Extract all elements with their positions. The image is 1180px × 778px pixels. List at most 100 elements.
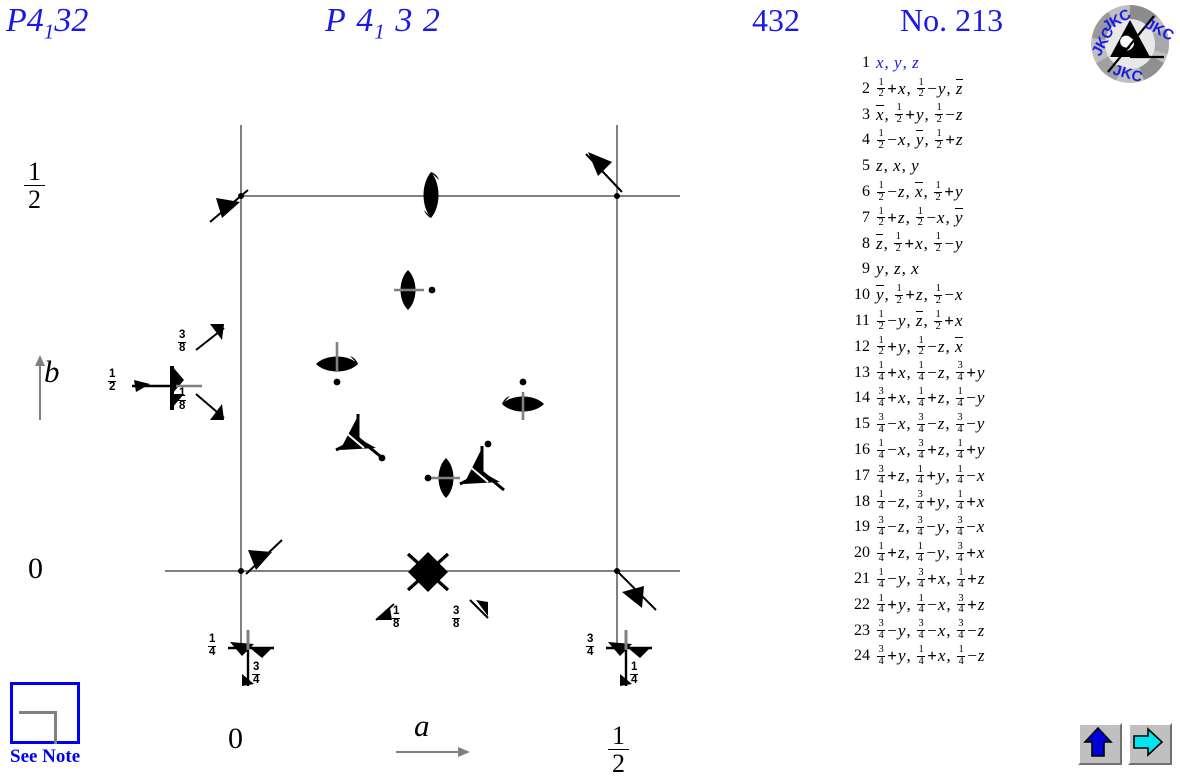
a-axis-arrow-icon [396,747,470,757]
see-note-link[interactable]: See Note [10,682,102,768]
diagonal-twofold-arrow-bl-icon [245,539,283,575]
coordinate-row: 22 1 4 +y, 1 4 −x, 3 4 +z [848,592,1093,618]
coordinate-row: 11 1 2 −y, z, 1 2 +x [848,308,1093,334]
coordinate-index: 2 [862,79,870,97]
coordinate-index: 22 [854,595,870,613]
coordinate-index: 3 [862,105,870,123]
coordinate-triplet: y, z, x [876,259,919,279]
coordinate-index: 21 [854,569,870,587]
bottom-origin-label: 0 [228,722,243,755]
coordinate-index: 11 [854,311,870,329]
coordinate-row: 8 z, 1 2 +x, 1 2 −y [848,231,1093,257]
coordinate-index: 18 [854,492,870,510]
coordinate-triplet: z, 1 2 +x, 1 2 −y [876,231,963,255]
coordinate-triplet: x, y, z [876,53,919,72]
cell-edge-top [240,195,680,197]
coordinate-row: 6 1 2 −z, x, 1 2 +y [848,179,1093,205]
coordinate-triplet: 3 4 +x, 1 4 +z, 1 4 −y [877,386,985,409]
coordinate-row: 19 3 4 −z, 3 4 −y, 3 4 −x [848,514,1093,540]
coordinate-triplet: 1 2 +z, 1 2 −x, y [877,205,963,229]
coordinate-row: 20 1 4 +z, 1 4 −y, 3 4 +x [848,540,1093,566]
coordinate-row: 23 3 4 −y, 3 4 −x, 3 4 −z [848,618,1093,644]
diagonal-twofold-arrow-br-icon [617,571,657,611]
twofold-halfarrow-left-icon [132,366,202,410]
coordinate-triplet: 1 4 −z, 3 4 +y, 1 4 +x [877,489,985,513]
coordinate-triplet: z, x, y [876,156,919,176]
hm-short-text: P4132 [6,2,89,44]
twofold-threefold-cluster-icon [424,440,505,498]
coordinate-row: 9 y, z, x [848,256,1093,282]
coordinate-index: 23 [854,621,870,639]
cell-edge-left [240,125,242,645]
coordinate-row: 12 1 2 +y, 1 2 −z, x [848,334,1093,360]
coordinate-index: 4 [862,131,870,149]
coordinate-triplet: 3 4 −z, 3 4 −y, 3 4 −x [877,515,985,538]
diagonal-arrow-bottom-right-icon [469,599,489,619]
coordinate-row: 4 1 2 −x, y, 1 2 +z [848,127,1093,153]
coordinate-triplet: 1 4 +y, 1 4 −x, 3 4 +z [877,592,985,616]
coordinate-row: 21 1 4 −y, 3 4 +x, 1 4 +z [848,566,1093,592]
nav-right-button[interactable] [1128,723,1172,765]
coordinate-triplet: y, 1 2 +z, 1 2 −x [876,283,963,306]
coordinate-row: 17 3 4 +z, 1 4 +y, 1 4 −x [848,463,1093,489]
twofold-lens-top-icon [423,172,439,218]
coordinate-index: 10 [854,286,870,304]
cell-corner-node-bl [238,568,244,574]
see-note-label: See Note [10,746,81,767]
coordinate-triplet: 1 2 +y, 1 2 −z, x [877,334,963,358]
coordinate-row: 1 x, y, z [848,50,1093,76]
nav-up-button[interactable] [1078,723,1122,765]
screw-axis-pair-bottom-right-icon [606,630,652,686]
coordinate-index: 14 [854,389,870,407]
diagonal-arrow-bottom-left-icon [375,603,395,621]
coordinate-triplet: 3 4 −x, 3 4 −z, 3 4 −y [877,412,985,435]
hermann-mauguin-short-symbol: P4132 [6,2,88,44]
coordinate-triplet: 1 2 +x, 1 2 −y, z [877,76,963,100]
coordinate-index: 19 [854,518,870,536]
up-arrow-icon [1083,726,1113,757]
a-axis-label: a [414,708,430,743]
fourfold-screw-axis-diamond-icon [406,552,450,592]
coordinate-triplet: 1 2 −y, z, 1 2 +x [877,308,963,332]
coordinate-triplet: 1 4 +z, 1 4 −y, 3 4 +x [877,541,985,564]
see-note-icon-hline [19,711,57,714]
see-note-icon-vline [54,711,57,744]
coordinate-row: 16 1 4 −x, 3 4 +z, 1 4 +y [848,437,1093,463]
coordinate-row: 2 1 2 +x, 1 2 −y, z [848,76,1093,102]
coordinate-index: 17 [854,466,870,484]
coordinate-row: 7 1 2 +z, 1 2 −x, y [848,205,1093,231]
coordinate-triplet: 3 4 +y, 1 4 +x, 1 4 −z [877,644,985,667]
coordinate-row: 13 1 4 +x, 1 4 −z, 3 4 +y [848,360,1093,386]
coordinate-index: 1 [862,54,870,71]
coordinate-index: 13 [854,363,870,381]
coordinate-row: 15 3 4 −x, 3 4 −z, 3 4 −y [848,411,1093,437]
coordinate-index: 5 [862,157,870,175]
cell-corner-node-tr [614,193,620,199]
coordinate-triplet: 1 4 −x, 3 4 +z, 1 4 +y [877,437,985,461]
coordinate-index: 8 [862,234,870,252]
coordinate-row: 14 3 4 +x, 1 4 +z, 1 4 −y [848,385,1093,411]
diagonal-twofold-arrow-tl-icon [209,189,249,223]
hermann-mauguin-full-symbol: P 41 3 2 [325,2,441,44]
twofold-lens-horizontal-left-icon [316,342,358,386]
coordinate-index: 16 [854,440,870,458]
coordinate-index: 6 [862,182,870,200]
threefold-axis-left-icon [335,414,386,462]
coordinate-index: 7 [862,208,870,226]
coordinate-triplet: 1 4 +x, 1 4 −z, 3 4 +y [877,360,985,384]
coordinate-row: 5 z, x, y [848,153,1093,179]
jkc-logo: JKC JKC JKC JKC [1086,2,1177,86]
coordinate-triplet: x, 1 2 +y, 1 2 −z [876,102,963,126]
coordinate-row: 10 y, 1 2 +z, 1 2 −x [848,282,1093,308]
coordinate-triplet: 1 2 −x, y, 1 2 +z [877,128,963,151]
coordinate-triplet: 1 2 −z, x, 1 2 +y [877,179,963,203]
